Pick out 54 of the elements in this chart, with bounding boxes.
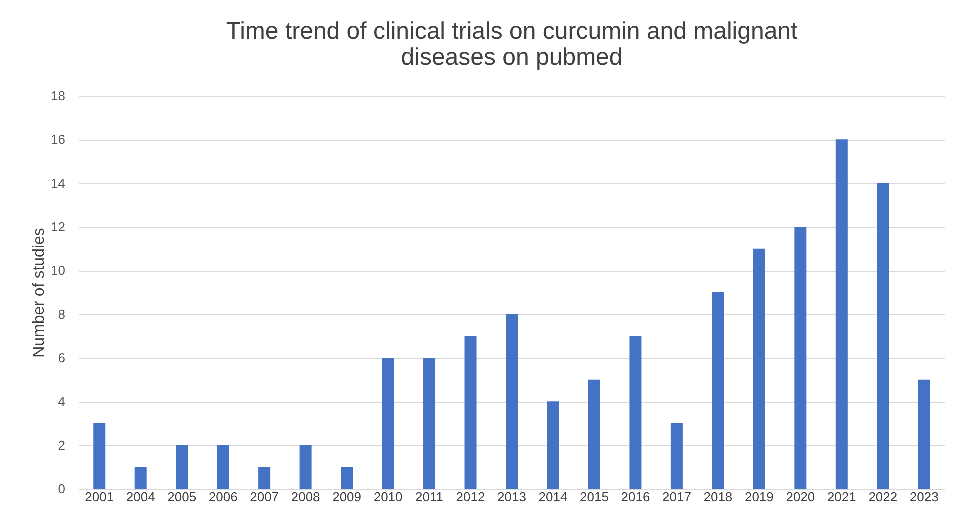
x-tick-label: 2009 bbox=[332, 490, 362, 504]
bar bbox=[341, 467, 354, 489]
bar bbox=[94, 424, 106, 489]
bar bbox=[464, 336, 477, 489]
bar bbox=[382, 358, 394, 489]
x-tick-label: 2007 bbox=[250, 490, 280, 504]
bar bbox=[258, 467, 271, 489]
bar bbox=[547, 402, 560, 489]
x-tick-label: 2010 bbox=[374, 490, 403, 504]
chart-title: Time trend of clinical trials on curcumin and malignant diseases on pubmed bbox=[226, 18, 798, 71]
x-tick-label: 2006 bbox=[208, 490, 238, 504]
bar bbox=[670, 424, 683, 489]
bar bbox=[918, 380, 930, 489]
y-axis-title: Number of studies bbox=[31, 228, 48, 358]
x-tick-label: 2016 bbox=[621, 490, 650, 504]
x-tick-label: 2017 bbox=[662, 490, 692, 504]
x-tick-label: 2021 bbox=[827, 490, 856, 504]
x-tick-label: 2011 bbox=[416, 490, 444, 504]
bar bbox=[217, 445, 230, 489]
bar bbox=[506, 314, 518, 489]
x-tick-label: 2012 bbox=[456, 490, 486, 504]
y-tick-label: 10 bbox=[51, 263, 66, 278]
bar bbox=[877, 183, 890, 489]
y-tick-label: 4 bbox=[58, 394, 66, 410]
x-tick-label: 2023 bbox=[910, 490, 939, 504]
bar bbox=[134, 467, 147, 489]
x-tick-label: 2013 bbox=[498, 490, 526, 504]
y-tick-label: 0 bbox=[58, 482, 66, 496]
bar bbox=[424, 358, 436, 489]
x-tick-label: 2001 bbox=[85, 490, 114, 504]
x-tick-label: 2014 bbox=[538, 490, 568, 504]
y-tick-label: 18 bbox=[51, 88, 66, 104]
x-tick-label: 2019 bbox=[744, 490, 774, 504]
bar bbox=[712, 292, 724, 489]
bar bbox=[176, 445, 188, 489]
bar bbox=[588, 380, 600, 489]
x-tick-label: 2015 bbox=[580, 490, 609, 504]
y-tick-label: 12 bbox=[51, 220, 66, 234]
x-tick-label: 2004 bbox=[126, 490, 156, 504]
bar bbox=[836, 140, 848, 489]
y-tick-label: 8 bbox=[58, 306, 66, 322]
bar bbox=[794, 227, 807, 489]
x-tick-label: 2018 bbox=[704, 490, 733, 504]
x-tick-label: 2022 bbox=[868, 490, 898, 504]
y-tick-label: 14 bbox=[51, 176, 66, 191]
x-tick-label: 2008 bbox=[291, 490, 320, 504]
bar bbox=[630, 336, 642, 489]
x-tick-label: 2020 bbox=[786, 490, 816, 504]
y-tick-label: 16 bbox=[51, 132, 66, 148]
y-tick-label: 2 bbox=[58, 438, 66, 453]
y-tick-label: 6 bbox=[58, 350, 66, 366]
x-tick-label: 2005 bbox=[168, 490, 197, 504]
bar bbox=[753, 248, 766, 489]
bar bbox=[300, 445, 312, 489]
